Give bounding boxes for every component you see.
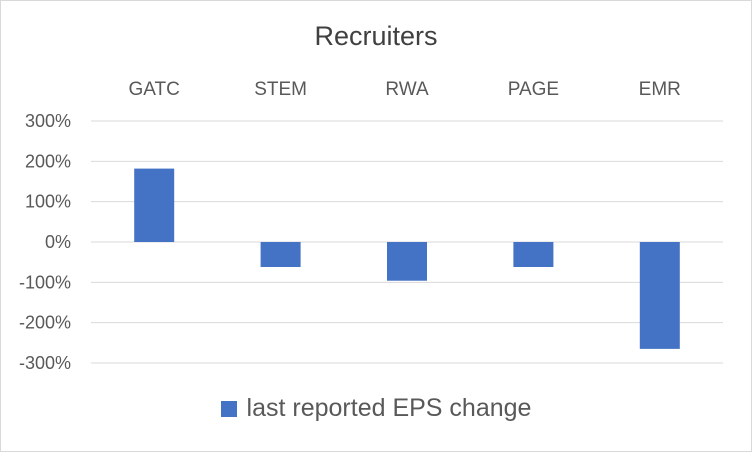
y-tick-label: 300% bbox=[25, 111, 71, 131]
category-label: GATC bbox=[129, 79, 180, 100]
legend-label: last reported EPS change bbox=[246, 394, 532, 422]
y-tick-label: -200% bbox=[19, 313, 71, 333]
category-label: RWA bbox=[385, 79, 429, 100]
bar-rwa bbox=[387, 242, 427, 281]
category-label: EMR bbox=[639, 79, 681, 100]
bar-stem bbox=[260, 242, 301, 268]
y-tick-label: -300% bbox=[19, 353, 71, 373]
y-tick-label: 200% bbox=[25, 151, 71, 171]
legend-swatch bbox=[220, 400, 237, 417]
category-label: STEM bbox=[254, 79, 307, 100]
y-tick-label: 100% bbox=[25, 192, 71, 212]
category-label: PAGE bbox=[508, 79, 559, 100]
y-tick-label: 0% bbox=[45, 232, 71, 252]
chart-title: Recruiters bbox=[314, 21, 438, 51]
bar-page bbox=[513, 242, 554, 268]
bar-gatc bbox=[134, 168, 175, 242]
legend: last reported EPS change bbox=[1, 394, 751, 423]
bar-emr bbox=[639, 242, 680, 349]
y-tick-label: -100% bbox=[19, 272, 71, 292]
